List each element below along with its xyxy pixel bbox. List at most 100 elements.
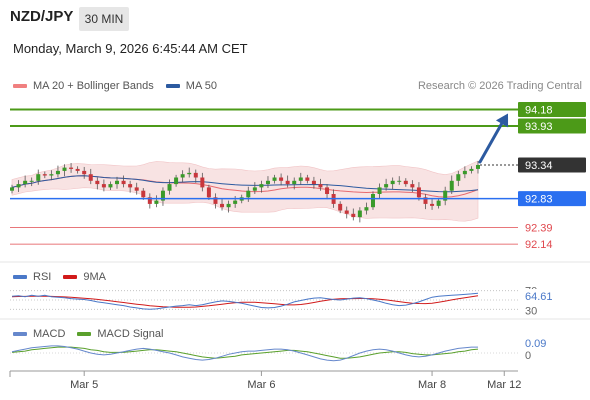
candle [75,166,80,174]
candle-body [449,180,454,191]
candle-body [265,180,270,185]
x-tick-label: Mar 8 [418,379,446,391]
legend-label-ma20: MA 20 + Bollinger Bands [33,80,154,92]
candle [325,184,330,200]
level-support: 92.14 [10,239,553,251]
x-tick-label: Mar 12 [487,379,521,391]
macd-line [11,345,478,362]
candle-body [101,184,106,188]
candle [193,169,198,183]
level-resistance: 93.93 [10,118,586,134]
level-current: 93.34 [480,157,586,173]
candle [285,175,290,188]
candle [279,173,284,186]
candle-body [456,174,461,181]
candle [167,179,172,195]
candle [265,176,270,189]
candle-body [141,190,146,198]
candle-body [246,190,251,198]
level-tag-text: 93.93 [525,121,553,133]
candle-body [75,168,80,171]
candle-body [36,174,41,181]
candle [410,180,415,193]
candle-body [226,203,231,208]
macd-value: 0.09 [525,338,546,350]
level-tag-bg [518,191,586,207]
candle [397,176,402,185]
candle-body [344,210,349,214]
candle [29,177,34,187]
candle-body [397,180,402,182]
price-legend: MA 20 + Bollinger Bands MA 50 [13,80,229,92]
rsi-level-30: 30 [525,305,537,317]
candle [272,174,277,184]
candle-body [403,180,408,185]
candle-body [200,177,205,188]
x-tick-label: Mar 6 [247,379,275,391]
legend-swatch-macd-signal [77,332,92,336]
level-tag-bg [518,102,586,118]
candle-body [10,187,14,191]
candle-body [377,187,382,194]
candle-body [147,197,152,204]
legend-swatch-rsi-ma [63,275,78,279]
candle [357,207,362,223]
level-tag-text: 93.34 [525,160,553,172]
candle [252,182,257,194]
candle-body [95,180,100,185]
candle [134,182,139,195]
legend-swatch-ma20 [13,84,27,88]
candle [436,197,441,209]
symbol-title: NZD/JPY [10,8,74,25]
credit-text: Research © 2026 Trading Central [417,80,582,92]
candle-body [351,213,356,218]
candle [69,162,74,173]
candle [160,187,165,206]
candle [82,166,87,179]
candle [416,182,421,201]
legend-label-macd-signal: MACD Signal [97,328,164,340]
candle [10,184,14,194]
candle-body [206,187,211,198]
candle-body [338,203,343,211]
candle [298,172,303,185]
legend-label-rsi: RSI [33,271,52,283]
candle [384,178,389,191]
candle [338,201,343,214]
candle-body [292,180,297,185]
candle [88,168,93,185]
legend-item-macd: MACD [13,328,65,340]
candle-body [121,180,126,185]
candle-body [410,184,415,188]
candle-body [305,177,310,181]
candle-body [29,180,34,182]
macd-legend: MACD MACD Signal [13,328,175,340]
candle [206,184,211,200]
candle-body [82,170,87,175]
candle [456,170,461,187]
candle [423,194,428,210]
level-tag-text: 94.18 [525,105,553,117]
candle-body [476,164,480,169]
candle-body [469,168,474,171]
candle-body [416,187,421,198]
datetime-label: Monday, March 9, 2026 6:45:44 AM CET [13,41,248,56]
candle-body [272,177,277,181]
candle-body [384,184,389,188]
candle-body [220,203,225,208]
legend-item-macd-signal: MACD Signal [77,328,163,340]
candle [200,172,205,192]
candle [62,164,67,177]
candle [403,178,408,187]
candle-body [436,200,441,206]
rsi-value: 64.61 [525,291,553,303]
legend-label-ma50: MA 50 [185,80,217,92]
candle [226,200,231,213]
timeframe-button[interactable]: 30 MIN [79,7,129,31]
candle [430,199,435,210]
candle [351,208,356,221]
candle [246,186,251,202]
candlesticks [10,161,480,223]
candle-body [16,184,21,188]
